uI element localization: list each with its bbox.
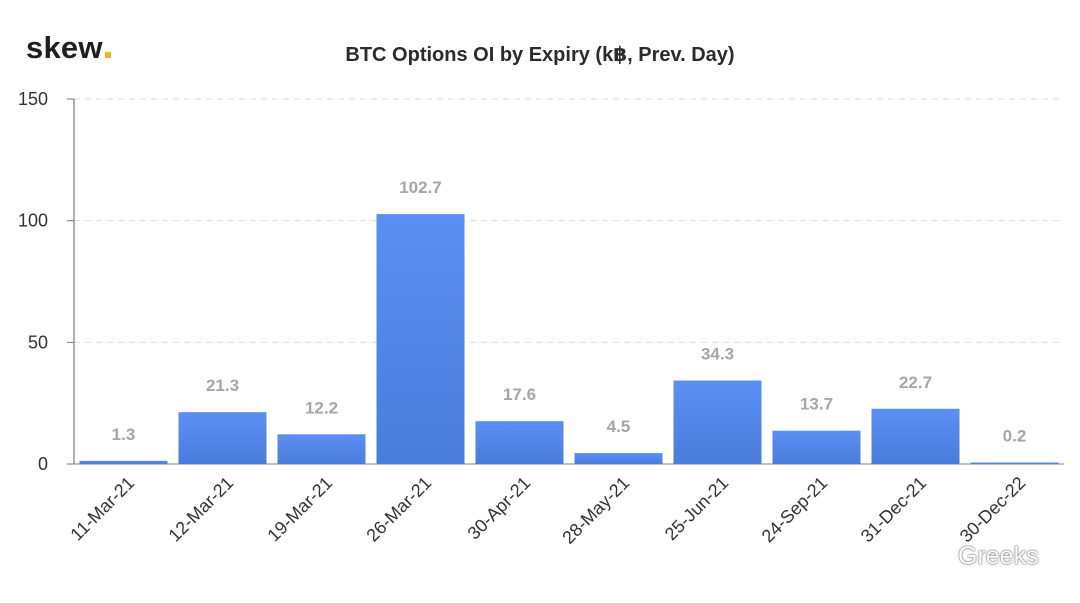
bar-25-Jun-21 <box>673 380 762 464</box>
x-tick-label: 19-Mar-21 <box>263 473 336 546</box>
x-tick-label: 30-Apr-21 <box>464 473 535 544</box>
x-tick-label: 31-Dec-21 <box>857 473 931 547</box>
bar-30-Dec-22 <box>970 462 1059 464</box>
logo-dot <box>104 52 111 58</box>
data-label: 4.5 <box>607 417 631 436</box>
data-label: 21.3 <box>206 376 239 395</box>
x-tick-label: 26-Mar-21 <box>362 473 435 546</box>
data-label: 102.7 <box>399 178 442 197</box>
y-tick-label: 150 <box>18 89 48 109</box>
data-label: 1.3 <box>112 425 136 444</box>
logo-text: skew <box>26 30 103 65</box>
watermark-text: Greeks <box>958 542 1039 570</box>
data-label: 13.7 <box>800 395 833 414</box>
x-tick-labels: 11-Mar-21 12-Mar-21 19-Mar-21 26-Mar-21 30-A… <box>66 473 1029 548</box>
data-label: 22.7 <box>899 373 932 392</box>
data-labels: 1.3 21.3 12.2 102.7 17.6 4.5 34.3 13.7 22.7 0.2 <box>112 178 1027 445</box>
data-label: 12.2 <box>305 398 338 417</box>
data-label: 17.6 <box>503 385 536 404</box>
y-tick-label: 100 <box>18 211 48 231</box>
bar-11-Mar-21 <box>79 460 168 464</box>
wechat-icon <box>919 544 950 568</box>
x-tick-label: 12-Mar-21 <box>164 473 237 546</box>
bar-28-May-21 <box>574 453 663 464</box>
data-label: 34.3 <box>701 345 734 364</box>
bar-31-Dec-21 <box>871 408 960 464</box>
y-tick-label: 0 <box>38 454 48 474</box>
bars <box>79 214 1059 464</box>
y-tick-labels: 0 50 100 150 <box>18 89 48 474</box>
skew-logo: skew <box>26 30 111 66</box>
bar-19-Mar-21 <box>277 434 366 464</box>
data-label: 0.2 <box>1003 427 1027 446</box>
x-tick-label: 25-Jun-21 <box>661 473 732 544</box>
x-tick-label: 11-Mar-21 <box>66 473 138 545</box>
bar-12-Mar-21 <box>178 412 267 464</box>
bar-26-Mar-21 <box>376 214 465 464</box>
bar-30-Apr-21 <box>475 421 564 464</box>
x-tick-label: 24-Sep-21 <box>758 473 832 547</box>
bar-24-Sep-21 <box>772 430 861 464</box>
x-tick-label: 30-Dec-22 <box>956 473 1030 547</box>
y-tick-label: 50 <box>28 332 48 352</box>
watermark: Greeks <box>918 542 1039 571</box>
gridlines <box>74 98 1064 343</box>
x-tick-label: 28-May-21 <box>558 473 633 548</box>
chart-title: BTC Options OI by Expiry (k฿, Prev. Day) <box>345 44 735 66</box>
